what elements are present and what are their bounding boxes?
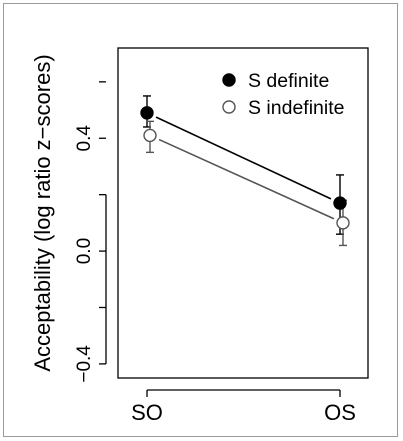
point-open (143, 128, 157, 143)
y-axis: −0.4 0.0 0.4 (74, 81, 107, 383)
x-tick-label: SO (131, 400, 163, 425)
legend-marker (222, 73, 236, 87)
point-filled (140, 106, 154, 120)
series-line (155, 116, 332, 200)
series-line (158, 138, 335, 220)
x-axis: SO OS (131, 389, 356, 425)
legend-marker (222, 100, 236, 114)
data-points (140, 106, 350, 230)
y-tick-label: −0.4 (74, 345, 95, 383)
figure-frame (3, 3, 398, 437)
point-filled (333, 196, 347, 210)
point-open (336, 216, 350, 230)
x-tick-label: OS (324, 400, 356, 425)
series-lines (155, 116, 335, 220)
plot-area (117, 47, 369, 379)
y-tick-label: 0.4 (74, 125, 95, 152)
legend-label: S definite (248, 70, 329, 92)
y-axis-label: Acceptability (log ratio z−scores) (30, 54, 55, 371)
legend-label: S indefinite (248, 97, 344, 119)
y-tick-label: 0.0 (74, 238, 95, 264)
legend: S definite S indefinite (222, 70, 344, 119)
